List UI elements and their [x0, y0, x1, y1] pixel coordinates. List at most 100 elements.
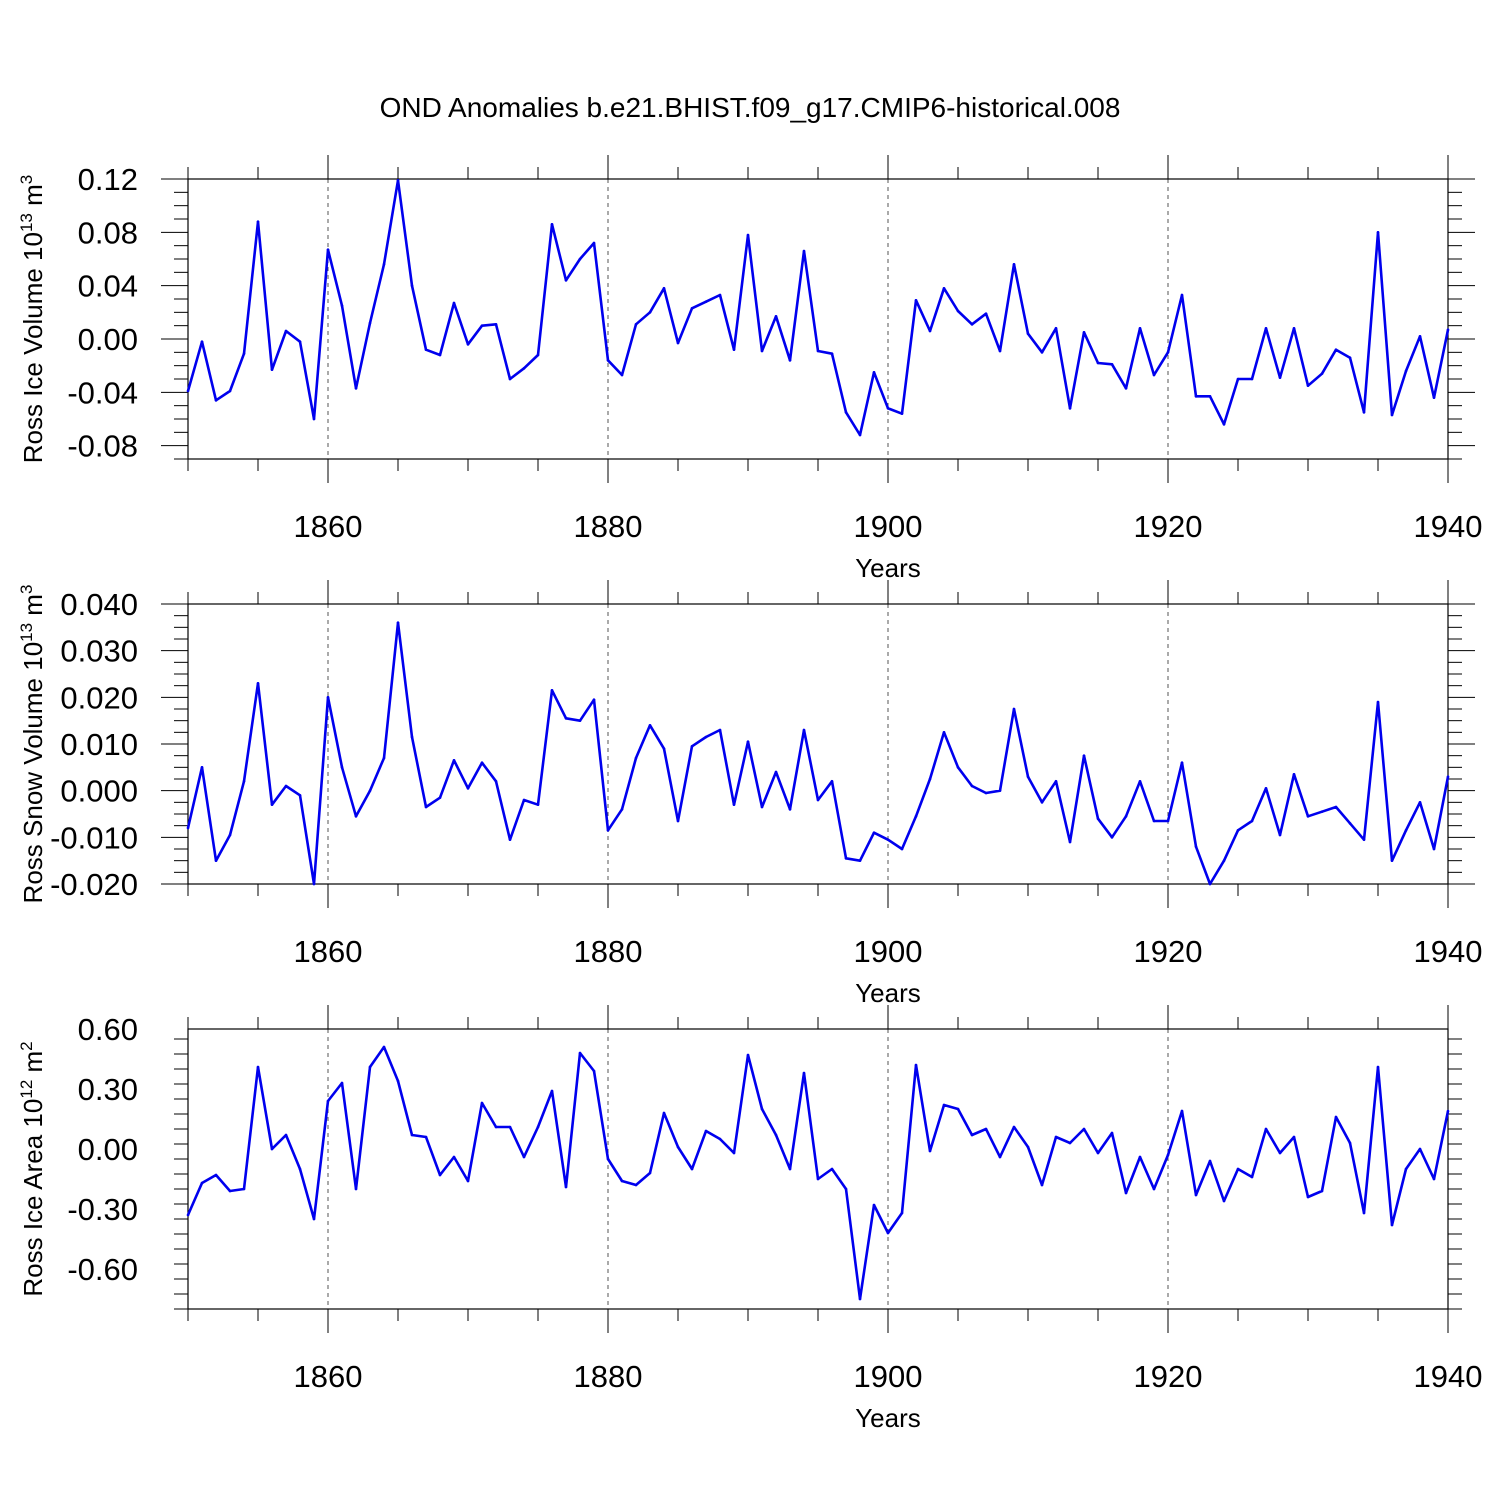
- data-point: [578, 1051, 582, 1055]
- data-point: [1096, 1151, 1100, 1155]
- y-axis-label: Ross Snow Volume 1013 m3: [17, 585, 48, 904]
- data-point: [886, 838, 890, 841]
- data-point: [298, 794, 302, 797]
- data-point: [886, 1231, 890, 1235]
- series-line: [186, 621, 1450, 886]
- data-point: [228, 833, 232, 837]
- data-point: [508, 838, 512, 841]
- y-tick-label: -0.010: [50, 820, 138, 855]
- data-point: [1054, 327, 1058, 330]
- data-point: [354, 1187, 358, 1191]
- data-point: [1138, 1155, 1142, 1159]
- data-point: [1264, 1127, 1268, 1131]
- data-point: [340, 304, 344, 307]
- x-axis-label: Years: [855, 978, 921, 1008]
- data-point: [1138, 327, 1142, 330]
- y-tick-label: 0.020: [60, 680, 138, 715]
- data-point: [956, 1107, 960, 1111]
- data-point: [1082, 754, 1086, 757]
- data-point: [326, 696, 330, 699]
- y-tick-label: -0.30: [67, 1192, 138, 1227]
- data-point: [1446, 1109, 1450, 1113]
- data-point: [1418, 801, 1422, 804]
- data-point: [676, 1145, 680, 1149]
- y-axis-label-ylabel-main: Ross Ice Area 10: [18, 1099, 48, 1297]
- data-point: [242, 352, 246, 355]
- data-point: [1376, 231, 1380, 234]
- data-point: [1152, 373, 1156, 377]
- panel-3: 1860 1880 1900 1920 1940 Years -0.60 -0.30 0.00 0…: [17, 1005, 1482, 1433]
- data-point: [690, 307, 694, 310]
- y-tick-label: 0.000: [60, 774, 138, 809]
- data-point: [844, 411, 848, 414]
- data-point: [1012, 263, 1016, 266]
- data-point: [1166, 819, 1170, 823]
- data-point: [256, 682, 260, 685]
- y-axis-label: Ross Ice Area 1012 m2: [17, 1041, 48, 1296]
- data-point: [1432, 396, 1436, 399]
- data-point: [1432, 847, 1436, 851]
- data-point: [802, 1071, 806, 1075]
- y-tick-label: 0.040: [60, 587, 138, 622]
- series-line: [186, 179, 1450, 437]
- data-point: [214, 859, 218, 862]
- data-point: [200, 340, 204, 343]
- data-point: [760, 1107, 764, 1111]
- data-point: [1404, 369, 1408, 373]
- data-point: [830, 1167, 834, 1171]
- data-point: [1334, 805, 1338, 809]
- data-point: [732, 348, 736, 351]
- data-point: [928, 777, 932, 781]
- panel-1: 1860 1880 1900 1920 1940 Years -0.08 -0.04 0.00 0…: [17, 155, 1482, 583]
- data-point: [1390, 859, 1394, 862]
- data-point: [256, 220, 260, 223]
- data-point: [718, 1137, 722, 1141]
- y-tick-label: -0.04: [67, 375, 138, 410]
- data-point: [830, 352, 834, 355]
- data-point: [438, 796, 442, 799]
- data-point: [1250, 1175, 1254, 1179]
- data-point: [480, 324, 484, 327]
- data-point: [536, 353, 540, 357]
- data-point: [1194, 845, 1198, 848]
- data-point: [1110, 363, 1114, 366]
- data-point: [844, 857, 848, 860]
- data-point: [578, 257, 582, 261]
- data-point: [396, 179, 400, 182]
- data-point: [928, 1149, 932, 1153]
- data-point: [368, 789, 372, 792]
- data-point: [536, 803, 540, 806]
- data-point: [648, 311, 652, 314]
- y-axis-label-ylabel-unit: m: [18, 1051, 48, 1080]
- data-point: [1390, 413, 1394, 417]
- y-axis-label-ylabel-exp: 13: [17, 213, 36, 232]
- data-point: [1026, 332, 1030, 335]
- data-point: [746, 740, 750, 743]
- y-tick-label: 0.04: [78, 269, 138, 304]
- data-point: [1110, 836, 1114, 839]
- data-point: [620, 808, 624, 811]
- data-point: [1446, 775, 1450, 778]
- data-point: [662, 1111, 666, 1115]
- data-point: [718, 728, 722, 732]
- data-point: [998, 349, 1002, 353]
- data-point: [522, 367, 526, 370]
- series-line: [186, 1045, 1450, 1301]
- data-point: [956, 309, 960, 313]
- data-point: [732, 803, 736, 806]
- data-point: [1362, 1211, 1366, 1215]
- data-point: [536, 1125, 540, 1129]
- y-axis-label-ylabel-unit: m: [18, 594, 48, 623]
- data-point: [900, 412, 904, 415]
- y-axis-label-ylabel-unit-exp: 3: [17, 175, 36, 184]
- data-point: [326, 1099, 330, 1103]
- data-point: [1404, 829, 1408, 832]
- data-point: [606, 1157, 610, 1161]
- data-point: [1180, 293, 1184, 297]
- data-point: [1236, 829, 1240, 832]
- data-point: [1208, 395, 1212, 398]
- data-point: [634, 1183, 638, 1187]
- data-point: [508, 1125, 512, 1129]
- data-point: [1180, 761, 1184, 764]
- data-point: [228, 1189, 232, 1193]
